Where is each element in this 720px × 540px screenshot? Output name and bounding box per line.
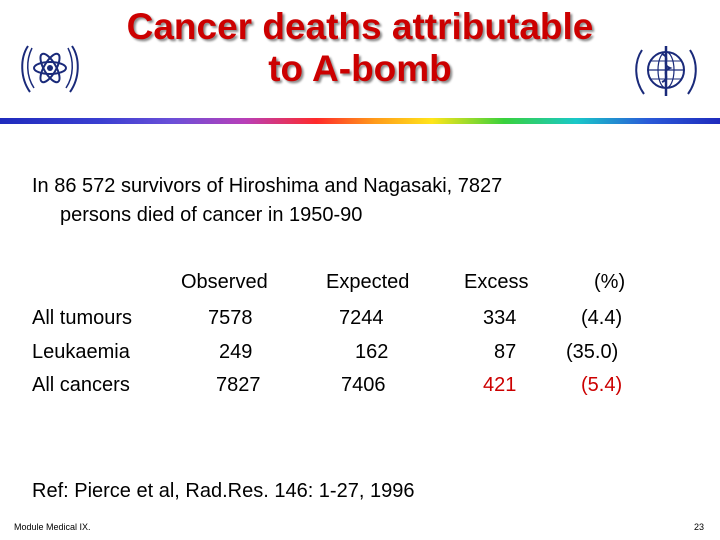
cell-percent: (35.0): [566, 341, 619, 363]
header-observed: Observed: [181, 271, 268, 293]
title-line-2: to A-bomb: [268, 48, 452, 89]
cell-percent-highlighted: (5.4): [581, 374, 623, 396]
slide-title: Cancer deaths attributable to A-bomb: [90, 6, 630, 90]
header-percent: (%): [594, 271, 626, 293]
cell-observed: 7578: [208, 307, 253, 329]
row-label-leukaemia: Leukaemia: [32, 341, 130, 363]
header-expected: Expected: [326, 271, 410, 293]
iaea-logo-icon: [21, 45, 79, 93]
cell-excess: 334: [483, 307, 517, 329]
intro-line-1: In 86 572 survivors of Hiroshima and Nag…: [32, 175, 503, 197]
intro-line-2: persons died of cancer in 1950-90: [60, 204, 363, 226]
footer-module: Module Medical IX.: [14, 522, 91, 532]
title-line-1: Cancer deaths attributable: [126, 6, 594, 47]
rainbow-divider: [0, 118, 720, 124]
header-excess: Excess: [464, 271, 529, 293]
cell-observed: 7827: [216, 374, 261, 396]
reference-text: Ref: Pierce et al, Rad.Res. 146: 1-27, 1…: [32, 480, 415, 502]
intro-text: In 86 572 survivors of Hiroshima and Nag…: [32, 172, 672, 230]
cell-expected: 162: [355, 341, 389, 363]
footer-page-number: 23: [694, 522, 705, 532]
row-label-all-cancers: All cancers: [32, 374, 130, 396]
who-logo-icon: [635, 46, 697, 96]
row-label-all-tumours: All tumours: [32, 307, 133, 329]
cell-observed: 249: [219, 341, 253, 363]
cell-excess-highlighted: 421: [483, 374, 517, 396]
cell-expected: 7244: [339, 307, 384, 329]
cell-percent: (4.4): [581, 307, 623, 329]
cell-expected: 7406: [341, 374, 386, 396]
cell-excess: 87: [494, 341, 517, 363]
